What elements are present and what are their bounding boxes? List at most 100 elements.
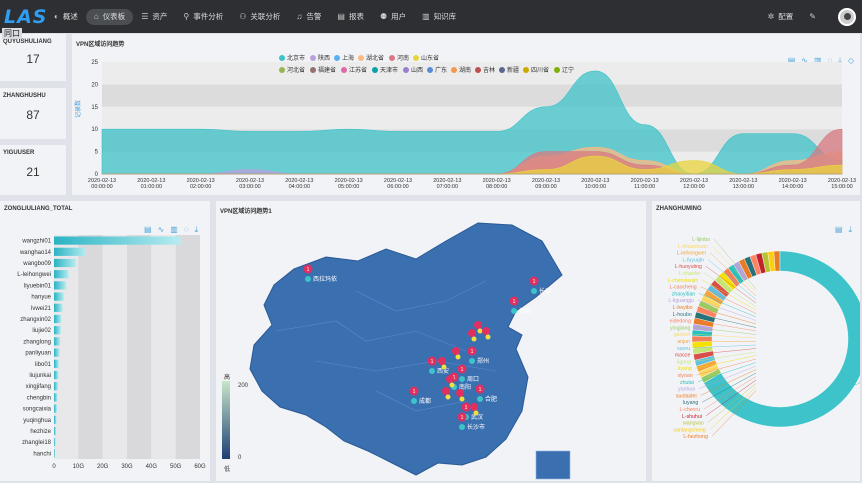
restore-icon[interactable]: ◌ <box>827 56 833 65</box>
bar-liyuebin01 <box>54 281 67 290</box>
nav-settings[interactable]: ✲ 配置 <box>760 0 802 33</box>
donut-label: yingjiang <box>670 325 691 331</box>
map-point <box>511 308 517 314</box>
stat-title: QUYUSHULIANG <box>3 39 52 45</box>
zoom-icon[interactable]: ◇ <box>847 56 854 65</box>
nav-dashboard[interactable]: ⌂ 仪表板 <box>85 8 134 25</box>
bar-chart[interactable]: 0 10G 20G 30G 40G 50G 60G wangzhi01 wanghao14 wan… <box>0 201 210 481</box>
donut-leader-line <box>713 238 757 290</box>
data-view-icon[interactable]: ▤ <box>144 225 152 234</box>
x-tick-label: 2020-02-13 <box>187 178 215 184</box>
donut-main-label: L-wang <box>854 381 860 387</box>
line-chart-icon[interactable]: ∿ <box>157 225 165 234</box>
bar-yuqinghua <box>54 415 57 424</box>
nav-label: 关联分析 <box>250 12 281 21</box>
legend-label: 湖北省 <box>366 54 384 62</box>
nav-event-analysis[interactable]: ⚲ 事件分析 <box>175 0 231 33</box>
map-point <box>531 288 537 294</box>
map-pin <box>470 403 478 411</box>
nav-assets[interactable]: ☰ 资产 <box>133 0 175 33</box>
map-legend-bar[interactable] <box>222 381 230 459</box>
nav-knowledge[interactable]: ▥ 知识库 <box>414 0 464 33</box>
legend-min-label: 0 <box>238 455 242 461</box>
map-city-label: 长春 <box>539 287 551 295</box>
user-avatar[interactable] <box>838 7 856 26</box>
download-icon[interactable]: ⤓ <box>838 56 842 65</box>
legend-label: 辽宁 <box>562 66 574 74</box>
nav-reports[interactable]: ▤ 报表 <box>329 0 372 33</box>
restore-icon[interactable]: ◌ <box>183 225 189 234</box>
bar-category-label: liujie02 <box>32 328 51 334</box>
overview-icon: ◐ <box>54 12 59 21</box>
donut-label: anjun <box>677 339 690 345</box>
map-city-label: 周口 <box>467 376 479 383</box>
legend-label: 湖南 <box>459 66 471 74</box>
nav-overview[interactable]: ◐ 概述 <box>46 0 86 33</box>
donut-leader-line <box>703 272 757 307</box>
donut-leader-line <box>707 383 757 423</box>
users-icon: ⚉ <box>379 12 388 21</box>
donut-leader-line <box>697 300 757 321</box>
nav-correlation[interactable]: ⚇ 关联分析 <box>231 0 288 33</box>
legend-swatch <box>475 67 481 73</box>
y-tick-label: 5 <box>95 150 99 156</box>
donut-label: yanhua <box>678 387 695 393</box>
bar-panliyuan <box>54 348 60 357</box>
donut-leader-line <box>694 320 757 332</box>
bar-chart-panel: ZONGLIULIANG_TOTAL ▤ ∿ ▥ ◌ ⤓ 0 10G 20G 30G 4… <box>0 201 210 481</box>
donut-label: L-huoyuting <box>675 264 702 270</box>
download-icon[interactable]: ⤓ <box>848 225 852 234</box>
donut-leader-line <box>702 372 757 403</box>
donut-leader-line <box>694 334 757 339</box>
nav-users[interactable]: ⚉ 用户 <box>372 0 414 33</box>
x-tick-label: 08:00:00 <box>486 184 507 190</box>
bar-chart-icon[interactable]: ▥ <box>813 56 822 65</box>
area-chart[interactable]: 0510152025记录数2020-02-1300:00:002020-02-1… <box>72 34 860 195</box>
bar-chart-icon[interactable]: ▥ <box>170 225 178 234</box>
map-pin-count: 1 <box>307 267 310 273</box>
map-city-label: 沈阳 <box>519 307 531 315</box>
bar-category-label: liujunkai <box>29 373 51 379</box>
legend-swatch <box>413 55 419 61</box>
bar-category-label: wanghao14 <box>19 250 52 256</box>
donut-leader-line <box>694 351 757 362</box>
line-chart-icon[interactable]: ∿ <box>801 56 808 65</box>
bar-category-label: yuqinghua <box>23 418 51 424</box>
map-pin-count: 1 <box>471 349 474 355</box>
legend-swatch <box>403 67 409 73</box>
list-icon: ☰ <box>141 12 149 21</box>
x-tick-label: 50G <box>170 464 182 470</box>
legend-label: 四川省 <box>531 66 549 74</box>
x-tick-label: 13:00:00 <box>733 184 754 190</box>
bar-category-label: zhangxin02 <box>20 317 51 323</box>
data-view-icon[interactable]: ▤ <box>834 225 843 234</box>
app-logo[interactable]: LAS <box>4 6 48 28</box>
wrench-icon: ✎ <box>809 12 816 21</box>
tools-button[interactable]: ✎ <box>801 0 828 33</box>
download-icon[interactable]: ⤓ <box>194 225 199 234</box>
chart-title: ZONGLIULIANG_TOTAL <box>4 206 73 212</box>
x-tick-label: 09:00:00 <box>535 184 556 190</box>
x-tick-label: 14:00:00 <box>782 184 803 190</box>
nav-alerts[interactable]: ♫ 告警 <box>288 0 329 33</box>
map-point <box>445 394 451 400</box>
stat-card-regions: QUYUSHULIANG 17 <box>0 34 66 81</box>
bar-category-label: panliyuan <box>25 351 51 357</box>
y-tick-label: 0 <box>95 172 99 178</box>
donut-label: wangvao <box>683 421 704 427</box>
x-tick-label: 2020-02-13 <box>335 178 363 184</box>
map-pin <box>457 364 467 374</box>
donut-chart[interactable]: L-lijinboL-lihuanhuanL-leihongweiL-fuyuq… <box>652 201 860 481</box>
main-nav: ◐ 概述 ⌂ 仪表板 ☰ 资产 ⚲ 事件分析 ⚇ 关联分析 ♫ 告警 ▤ 报表 ⚉ 用户 ▥ 知识… <box>46 0 464 33</box>
map-pin <box>457 412 467 422</box>
donut-panel: ZHANGHUMING ▤ ⤓ L-lijinbo L-lihuanhuan L-l… <box>652 201 860 481</box>
legend-label: 河北省 <box>287 66 305 74</box>
data-view-icon[interactable]: ▤ <box>787 56 796 65</box>
map-pin <box>509 296 519 306</box>
map-panel: VPN区域访问趋势1 高 低 200 0 1 西拉玛依 1 长春 1 沈阳 1 郑州 1 西安 1 周… <box>216 201 646 481</box>
map-pin <box>468 329 476 337</box>
nav-label: 配置 <box>778 12 794 21</box>
settings-icon: ✲ <box>767 12 775 21</box>
bar-liujunkai <box>54 370 59 380</box>
